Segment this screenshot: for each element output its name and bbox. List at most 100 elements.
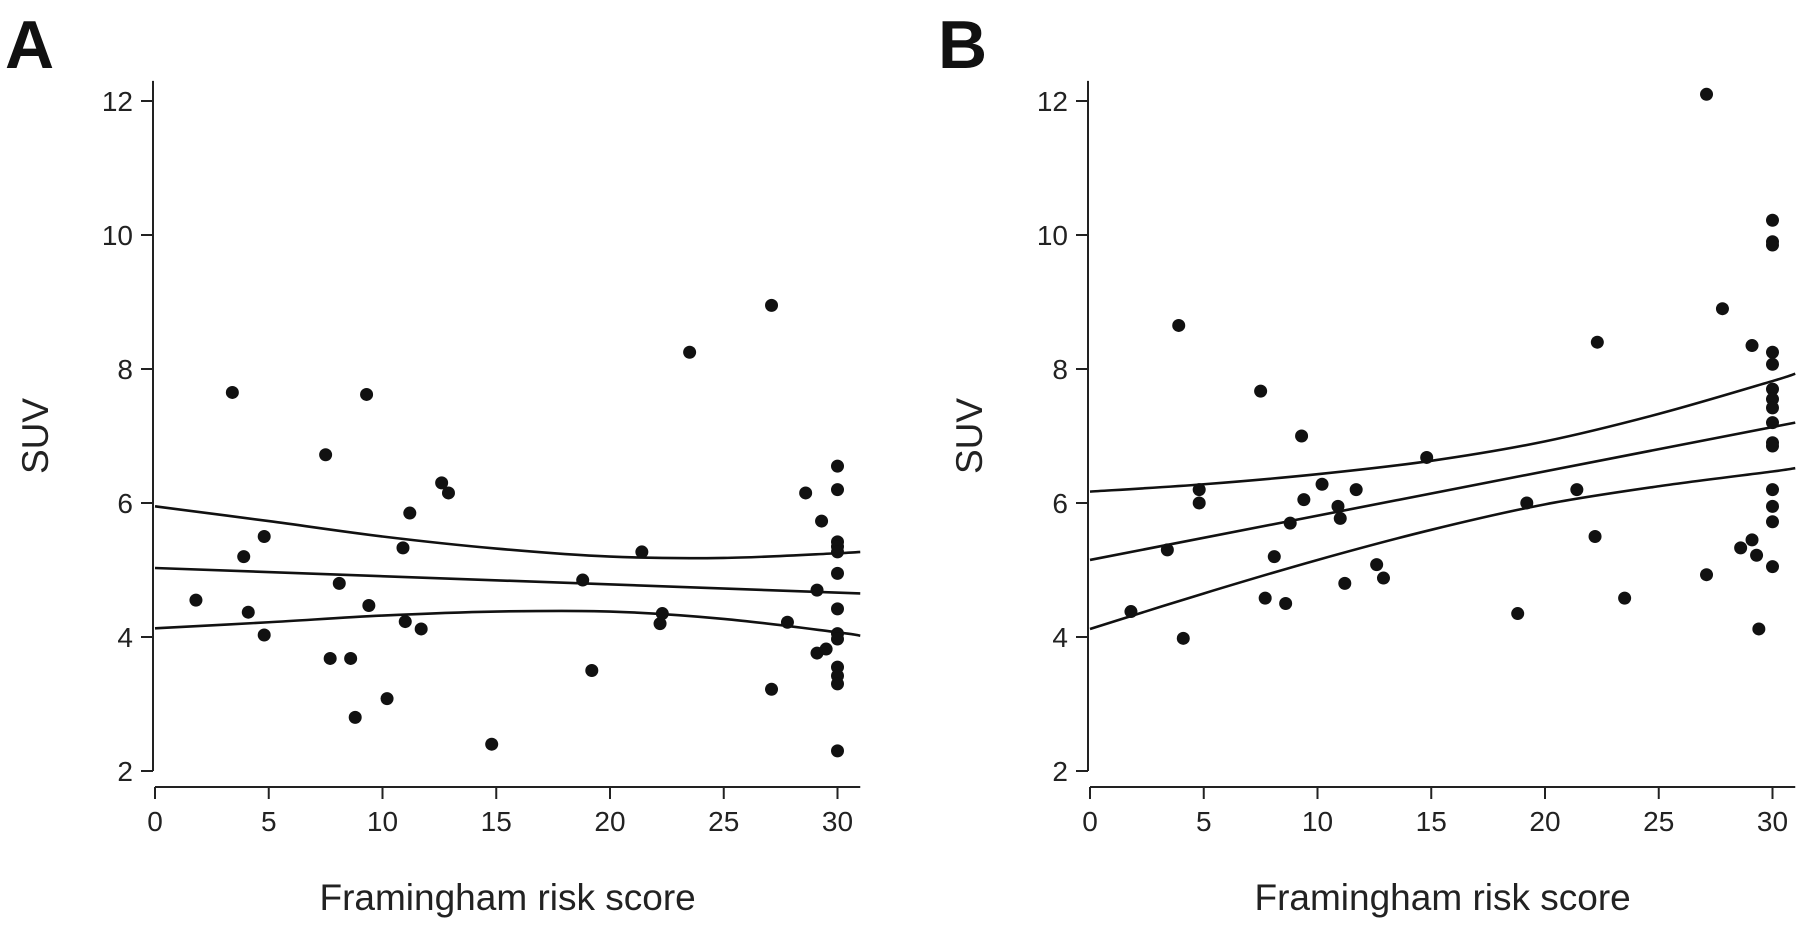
- data-point: [323, 651, 337, 665]
- data-point: [765, 298, 779, 312]
- data-point: [435, 476, 449, 490]
- data-point: [1766, 238, 1779, 252]
- data-point: [485, 737, 499, 751]
- data-point: [1295, 429, 1309, 443]
- panel-label: B: [938, 7, 987, 83]
- panel-a: A 2 4 6 8 10 12 0 5 10 15 20 25 30 Framingham risk sco…: [5, 7, 861, 918]
- data-point: [831, 545, 844, 559]
- fit-line-upper: [1089, 372, 1796, 493]
- data-point: [1192, 483, 1206, 497]
- fit-line-lower: [1089, 466, 1796, 631]
- data-point: [585, 664, 599, 677]
- y-tick-label: 8: [1052, 354, 1068, 385]
- x-tick-label: 25: [1643, 806, 1674, 837]
- data-point: [1766, 416, 1779, 430]
- y-tick-label: 12: [1037, 86, 1068, 117]
- data-point: [241, 605, 255, 619]
- data-point: [189, 593, 203, 607]
- panel-label: A: [5, 7, 54, 83]
- fit-line-upper: [154, 505, 861, 560]
- data-point: [344, 651, 358, 665]
- data-point: [831, 483, 844, 497]
- x-tick-label: 20: [594, 806, 625, 837]
- data-point: [414, 622, 428, 636]
- data-point: [1124, 605, 1138, 619]
- data-point: [576, 573, 590, 587]
- data-point: [1349, 483, 1363, 497]
- data-point: [683, 345, 697, 359]
- data-point: [831, 632, 844, 646]
- y-tick-label: 10: [1037, 220, 1068, 251]
- data-point: [398, 615, 412, 629]
- data-point: [380, 692, 394, 706]
- x-tick-label: 30: [822, 806, 853, 837]
- data-point: [765, 682, 779, 696]
- data-point: [1766, 560, 1779, 574]
- x-tick-label: 0: [147, 806, 163, 837]
- data-point: [257, 530, 271, 543]
- y-tick-label: 2: [1052, 756, 1068, 787]
- data-point: [1267, 550, 1281, 564]
- x-tick-label: 10: [367, 806, 398, 837]
- fit-line-fit: [154, 566, 861, 595]
- data-point: [1258, 591, 1272, 605]
- data-point: [319, 448, 333, 462]
- panel-b: B 2 4 6 8 10 12 0 5 10 15 20 25 30 Framingham risk sco…: [938, 7, 1796, 918]
- data-point: [1766, 345, 1779, 359]
- data-point: [237, 550, 251, 564]
- data-point: [1734, 541, 1748, 555]
- data-point: [1279, 597, 1293, 610]
- data-point: [1254, 384, 1268, 398]
- fit-line-lower: [154, 609, 861, 637]
- data-point: [1315, 477, 1329, 491]
- y-tick-label: 10: [102, 220, 133, 251]
- data-point: [1766, 483, 1779, 497]
- data-point: [810, 583, 824, 597]
- y-tick-label: 4: [117, 622, 133, 653]
- data-point: [396, 541, 410, 555]
- data-point: [1700, 568, 1714, 582]
- y-tick-label: 2: [117, 756, 133, 787]
- data-point: [362, 599, 376, 613]
- data-point: [1160, 543, 1174, 557]
- fit-line-fit: [1089, 421, 1796, 562]
- data-point: [1333, 511, 1347, 525]
- data-point: [1590, 335, 1604, 349]
- data-point: [1420, 450, 1434, 464]
- data-point: [1570, 483, 1584, 497]
- data-point: [257, 628, 271, 642]
- data-point: [1511, 607, 1525, 621]
- data-point: [403, 506, 417, 520]
- data-point: [1766, 515, 1779, 529]
- x-axis-title: Framingham risk score: [1254, 877, 1630, 918]
- data-point: [1752, 622, 1766, 636]
- data-point: [1376, 571, 1390, 585]
- data-point: [1745, 339, 1759, 353]
- data-point: [360, 387, 374, 401]
- data-point: [1370, 558, 1384, 572]
- data-point: [635, 545, 649, 559]
- data-point: [1700, 87, 1714, 101]
- data-point: [831, 602, 844, 616]
- data-point: [1176, 631, 1190, 645]
- data-point: [1766, 382, 1779, 396]
- data-point: [1766, 213, 1779, 227]
- data-point: [1520, 496, 1534, 510]
- data-point: [225, 385, 239, 399]
- data-point: [332, 576, 346, 590]
- data-point: [1283, 516, 1297, 530]
- y-axis-title: SUV: [949, 398, 990, 474]
- data-point: [1588, 530, 1602, 543]
- data-point: [831, 677, 844, 691]
- data-point: [831, 744, 844, 758]
- data-point: [653, 617, 667, 631]
- y-tick-label: 6: [117, 488, 133, 519]
- data-point: [799, 486, 813, 500]
- y-axis-title: SUV: [15, 398, 56, 474]
- data-point: [780, 615, 794, 629]
- data-point: [1745, 533, 1759, 547]
- data-point: [819, 642, 833, 656]
- data-point: [441, 486, 455, 500]
- data-point: [1172, 318, 1186, 332]
